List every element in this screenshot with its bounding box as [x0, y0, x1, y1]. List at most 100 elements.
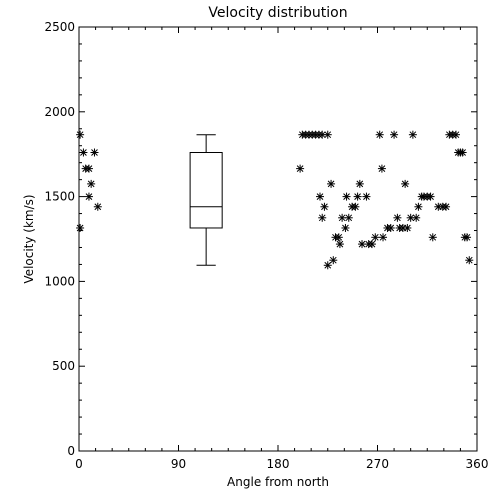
asterisk-stroke	[378, 165, 386, 172]
asterisk-stroke	[429, 233, 437, 241]
asterisk-stroke	[329, 256, 337, 264]
asterisk-stroke	[85, 165, 93, 172]
asterisk-stroke	[336, 240, 344, 248]
y-tick-label: 2500	[44, 20, 75, 34]
data-point	[401, 179, 410, 188]
data-point	[428, 233, 437, 242]
asterisk-stroke	[358, 240, 366, 248]
data-point	[76, 223, 85, 232]
scatter-points	[76, 130, 474, 270]
asterisk-stroke	[352, 203, 359, 211]
data-point	[320, 202, 329, 211]
asterisk-stroke	[343, 193, 350, 200]
asterisk-stroke	[412, 214, 420, 222]
asterisk-stroke	[316, 193, 324, 200]
asterisk-stroke	[415, 203, 422, 211]
data-point	[84, 192, 93, 201]
asterisk-stroke	[371, 233, 379, 241]
data-point	[316, 192, 325, 201]
data-point	[362, 192, 371, 201]
asterisk-stroke	[459, 149, 466, 156]
data-point	[463, 233, 472, 242]
data-point	[386, 223, 395, 232]
y-tick-label: 0	[67, 444, 75, 458]
asterisk-stroke	[87, 180, 95, 188]
asterisk-stroke	[345, 214, 353, 222]
data-point	[341, 223, 350, 232]
data-point	[84, 164, 93, 173]
data-point	[393, 213, 402, 222]
asterisk-stroke	[403, 224, 411, 232]
asterisk-stroke	[80, 149, 87, 156]
data-point	[426, 192, 435, 201]
y-tick-label: 2000	[44, 105, 75, 119]
y-tick-label: 1500	[44, 190, 75, 204]
y-tick-label: 500	[52, 359, 75, 373]
asterisk-stroke	[363, 193, 370, 200]
asterisk-stroke	[463, 233, 471, 241]
data-point	[93, 202, 102, 211]
data-point	[323, 130, 332, 139]
x-tick-label: 360	[466, 457, 489, 471]
asterisk-stroke	[376, 131, 384, 139]
asterisk-stroke	[296, 165, 304, 172]
asterisk-stroke	[401, 180, 409, 188]
asterisk-stroke	[324, 131, 332, 139]
asterisk-stroke	[354, 193, 361, 200]
asterisk-stroke	[409, 131, 417, 139]
x-tick-label: 0	[75, 457, 83, 471]
data-point	[344, 213, 353, 222]
data-point	[76, 130, 85, 139]
asterisk-stroke	[324, 261, 332, 269]
asterisk-stroke	[407, 214, 415, 222]
data-point	[390, 130, 399, 139]
data-point	[90, 148, 99, 157]
asterisk-stroke	[338, 214, 346, 222]
data-point	[458, 148, 467, 157]
asterisk-stroke	[427, 193, 434, 200]
asterisk-stroke	[342, 224, 349, 232]
asterisk-stroke	[85, 193, 93, 200]
data-point	[355, 179, 364, 188]
data-point	[329, 256, 338, 265]
data-point	[296, 164, 305, 173]
asterisk-stroke	[76, 131, 84, 139]
boxplot	[189, 134, 223, 266]
data-point	[442, 202, 451, 211]
data-point	[318, 213, 327, 222]
data-point	[87, 179, 96, 188]
data-point	[465, 256, 474, 265]
y-tick-label: 1000	[44, 274, 75, 288]
data-point	[327, 179, 336, 188]
data-point	[334, 233, 343, 242]
x-tick-label: 90	[171, 457, 186, 471]
asterisk-stroke	[394, 214, 401, 222]
data-point	[414, 202, 423, 211]
data-point	[79, 148, 88, 157]
data-point	[412, 213, 421, 222]
data-point	[342, 192, 351, 201]
asterisk-stroke	[390, 131, 398, 139]
data-point	[375, 130, 384, 139]
x-tick-label: 270	[366, 457, 389, 471]
asterisk-stroke	[318, 131, 326, 139]
data-point	[379, 233, 388, 242]
data-point	[371, 233, 380, 242]
asterisk-stroke	[327, 180, 335, 188]
data-point	[377, 164, 386, 173]
asterisk-stroke	[318, 214, 326, 222]
x-axis-title: Angle from north	[227, 475, 329, 489]
chart-title: Velocity distribution	[208, 5, 347, 21]
data-point	[403, 223, 412, 232]
asterisk-stroke	[387, 224, 395, 232]
data-point	[323, 261, 332, 270]
asterisk-stroke	[465, 256, 473, 264]
asterisk-stroke	[368, 240, 376, 248]
data-point	[353, 192, 362, 201]
data-point	[367, 240, 376, 249]
asterisk-stroke	[76, 224, 84, 232]
data-point	[358, 240, 367, 249]
asterisk-stroke	[356, 180, 364, 188]
